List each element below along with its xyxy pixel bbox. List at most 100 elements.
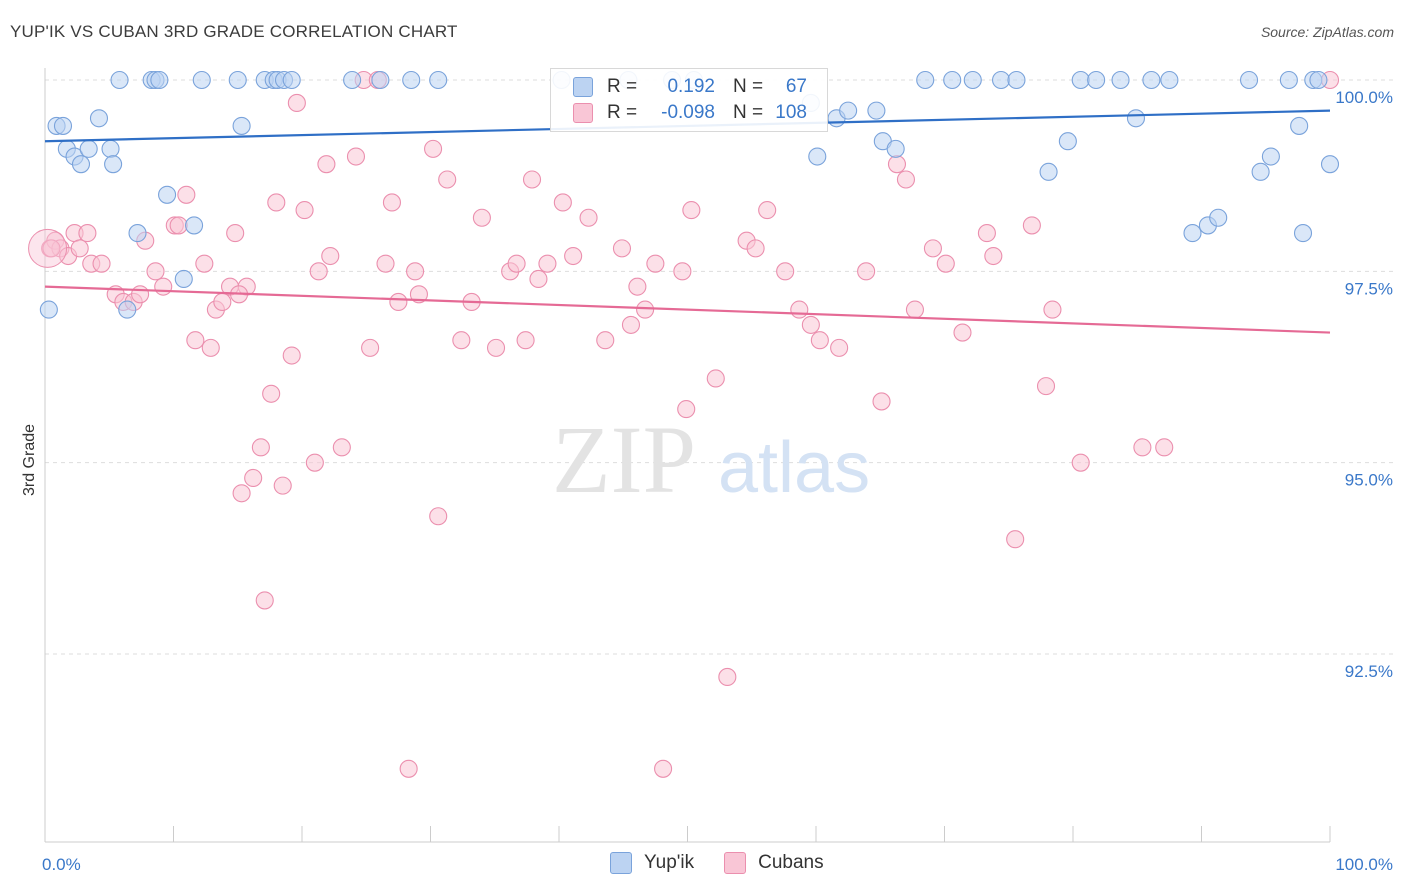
- legend-item-cubans[interactable]: Cubans: [724, 852, 824, 874]
- cubans-point: [332, 438, 351, 457]
- yupik-point: [110, 70, 129, 90]
- x-tick-label: 100.0%: [1335, 855, 1393, 874]
- cubans-point: [810, 331, 829, 350]
- cubans-point: [1071, 453, 1090, 472]
- yupik-point: [1293, 224, 1313, 243]
- yupik-point: [1251, 162, 1270, 181]
- cubans-point: [612, 239, 632, 258]
- yupik-point: [53, 116, 73, 135]
- cubans-point: [646, 254, 665, 273]
- yupik-point: [1039, 162, 1058, 181]
- yupik-point: [1279, 70, 1298, 90]
- cubans-point: [389, 292, 408, 311]
- yupik-point: [1309, 70, 1328, 90]
- yupik-point: [1239, 70, 1259, 90]
- yupik-point: [71, 155, 91, 174]
- cubans-point: [905, 300, 924, 319]
- watermark-atlas: atlas: [718, 428, 870, 508]
- cubans-point: [636, 300, 655, 319]
- r-label: R =: [607, 76, 638, 97]
- cubans-point: [251, 438, 270, 457]
- yupik-point: [104, 155, 123, 174]
- cubans-point: [305, 453, 324, 472]
- cubans-point: [654, 759, 673, 778]
- cubans-point: [429, 507, 448, 526]
- cubans-point: [42, 239, 61, 258]
- cubans-point: [621, 315, 641, 334]
- y-axis-label: 3rd Grade: [21, 424, 38, 496]
- yupik-point: [128, 224, 147, 243]
- cubans-point: [154, 277, 173, 296]
- yupik-point: [1126, 109, 1146, 128]
- cubans-trend-line: [44, 285, 1331, 334]
- r-value: 0.192: [667, 76, 715, 97]
- yupik-point: [1111, 70, 1130, 90]
- n-label: N =: [733, 102, 764, 123]
- cubans-point: [452, 331, 471, 350]
- cubans-point: [857, 262, 876, 281]
- yupik-point: [192, 70, 211, 90]
- cubans-point: [758, 201, 777, 220]
- yupik-point: [185, 216, 204, 235]
- yupik-point: [343, 70, 362, 90]
- cubans-swatch: [724, 852, 747, 874]
- cubans-point: [28, 228, 68, 268]
- y-tick-label: 92.5%: [1345, 662, 1393, 681]
- cubans-point: [677, 400, 696, 419]
- yupik-point: [1209, 208, 1228, 227]
- yupik-point: [79, 139, 98, 158]
- yupik-point: [943, 70, 962, 90]
- cubans-point: [628, 277, 647, 296]
- cubans-point: [887, 155, 907, 174]
- cubans-point: [376, 254, 395, 273]
- n-label: N =: [733, 76, 764, 97]
- yupik-point: [1071, 70, 1090, 90]
- r-label: R =: [607, 102, 638, 123]
- cubans-point: [255, 591, 274, 610]
- cubans-point: [1043, 300, 1062, 319]
- cubans-point: [516, 331, 535, 350]
- yupik-point: [1261, 147, 1280, 166]
- yupik-point: [1290, 116, 1309, 135]
- cubans-point: [186, 331, 205, 350]
- cubans-point: [579, 208, 598, 227]
- yupik-point: [867, 101, 886, 120]
- cubans-point: [1155, 438, 1174, 457]
- yupik-point: [402, 70, 421, 90]
- cubans-point: [936, 254, 955, 273]
- n-value: 108: [775, 102, 807, 123]
- cubans-point: [226, 224, 245, 243]
- yupik-point: [371, 70, 390, 90]
- x-tick-label: 0.0%: [42, 855, 81, 874]
- cubans-point: [409, 285, 428, 304]
- cubans-point: [92, 254, 111, 273]
- cubans-point: [486, 338, 506, 357]
- yupik-point: [1058, 132, 1077, 151]
- yupik-point: [1320, 155, 1340, 174]
- y-tick-label: 95.0%: [1345, 471, 1393, 490]
- cubans-point: [399, 759, 418, 778]
- cubans-point: [309, 262, 328, 281]
- cubans-point: [78, 224, 97, 243]
- cubans-point: [529, 269, 548, 289]
- stats-row-yupik: R = 0.192 N = 67: [573, 75, 807, 99]
- yupik-point: [118, 300, 137, 319]
- cubans-point: [267, 193, 286, 212]
- cubans-point: [1133, 438, 1152, 457]
- cubans-point: [424, 139, 443, 158]
- cubans-point: [1006, 530, 1025, 549]
- cubans-point: [830, 338, 849, 357]
- yupik-point: [1087, 70, 1106, 90]
- legend-item-yupik[interactable]: Yup'ik: [610, 852, 694, 874]
- cubans-point: [984, 246, 1003, 266]
- cubans-point: [746, 239, 765, 258]
- cubans-point: [977, 224, 996, 243]
- cubans-point: [201, 338, 220, 357]
- yupik-point: [1007, 70, 1026, 90]
- yupik-point: [991, 70, 1011, 90]
- cubans-point: [923, 239, 942, 258]
- cubans-point: [896, 170, 916, 189]
- yupik-point: [1183, 224, 1202, 243]
- yupik-swatch: [573, 77, 593, 97]
- yupik-point: [158, 185, 177, 204]
